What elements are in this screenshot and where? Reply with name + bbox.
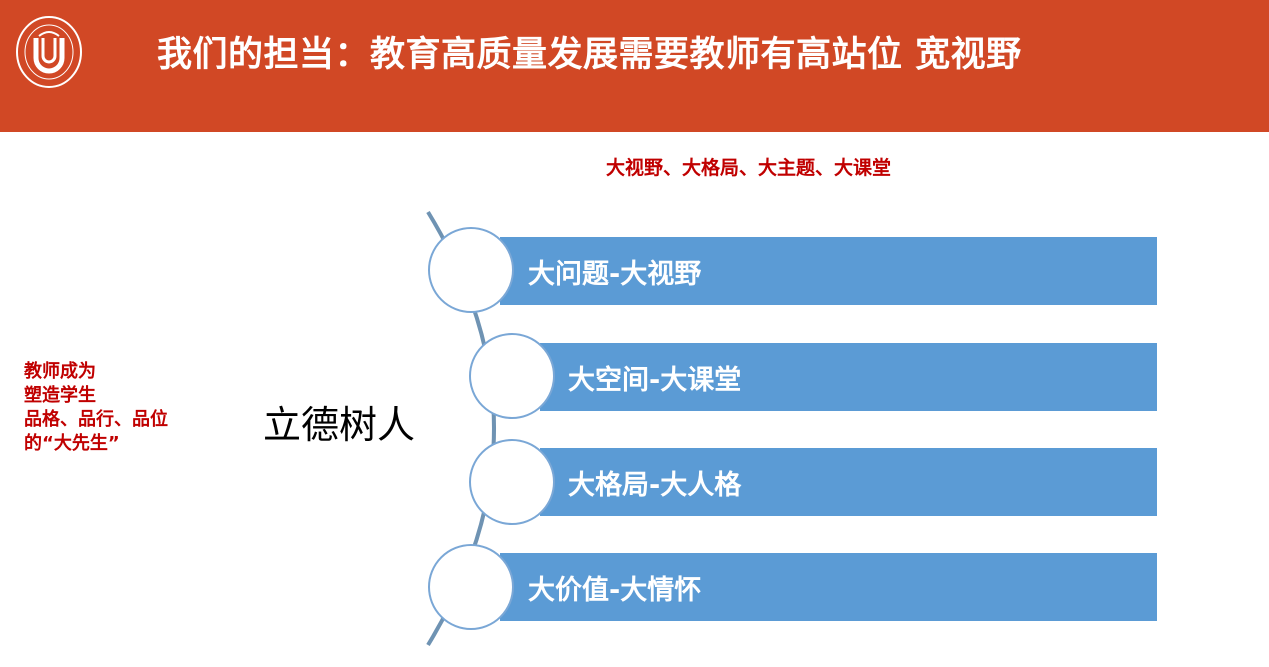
item-bar: 大问题-大视野 [500, 237, 1157, 305]
shanghai-university-logo [16, 16, 82, 88]
item-circle [469, 333, 555, 419]
center-label: 立德树人 [263, 403, 416, 447]
title-bar: 我们的担当：教育高质量发展需要教师有高站位 宽视野 [0, 0, 1269, 132]
item-bar: 大空间-大课堂 [540, 343, 1157, 411]
left-note: 教师成为 塑造学生 品格、品行、品位 的“大先生” [24, 360, 168, 456]
item-label: 大问题-大视野 [528, 259, 702, 290]
subtitle: 大视野、大格局、大主题、大课堂 [606, 157, 892, 179]
page-title: 我们的担当：教育高质量发展需要教师有高站位 宽视野 [157, 35, 1022, 75]
item-label: 大格局-大人格 [568, 470, 742, 501]
item-label: 大价值-大情怀 [528, 575, 702, 606]
left-note-line: 品格、品行、品位 [24, 409, 168, 430]
left-note-line: 塑造学生 [24, 385, 96, 406]
item-circle [428, 544, 514, 630]
left-note-line: 的“大先生” [24, 433, 120, 454]
left-note-line: 教师成为 [24, 361, 96, 382]
item-label: 大空间-大课堂 [568, 365, 742, 396]
item-circle [469, 439, 555, 525]
item-circle [428, 227, 514, 313]
item-bar: 大格局-大人格 [540, 448, 1157, 516]
item-bar: 大价值-大情怀 [500, 553, 1157, 621]
